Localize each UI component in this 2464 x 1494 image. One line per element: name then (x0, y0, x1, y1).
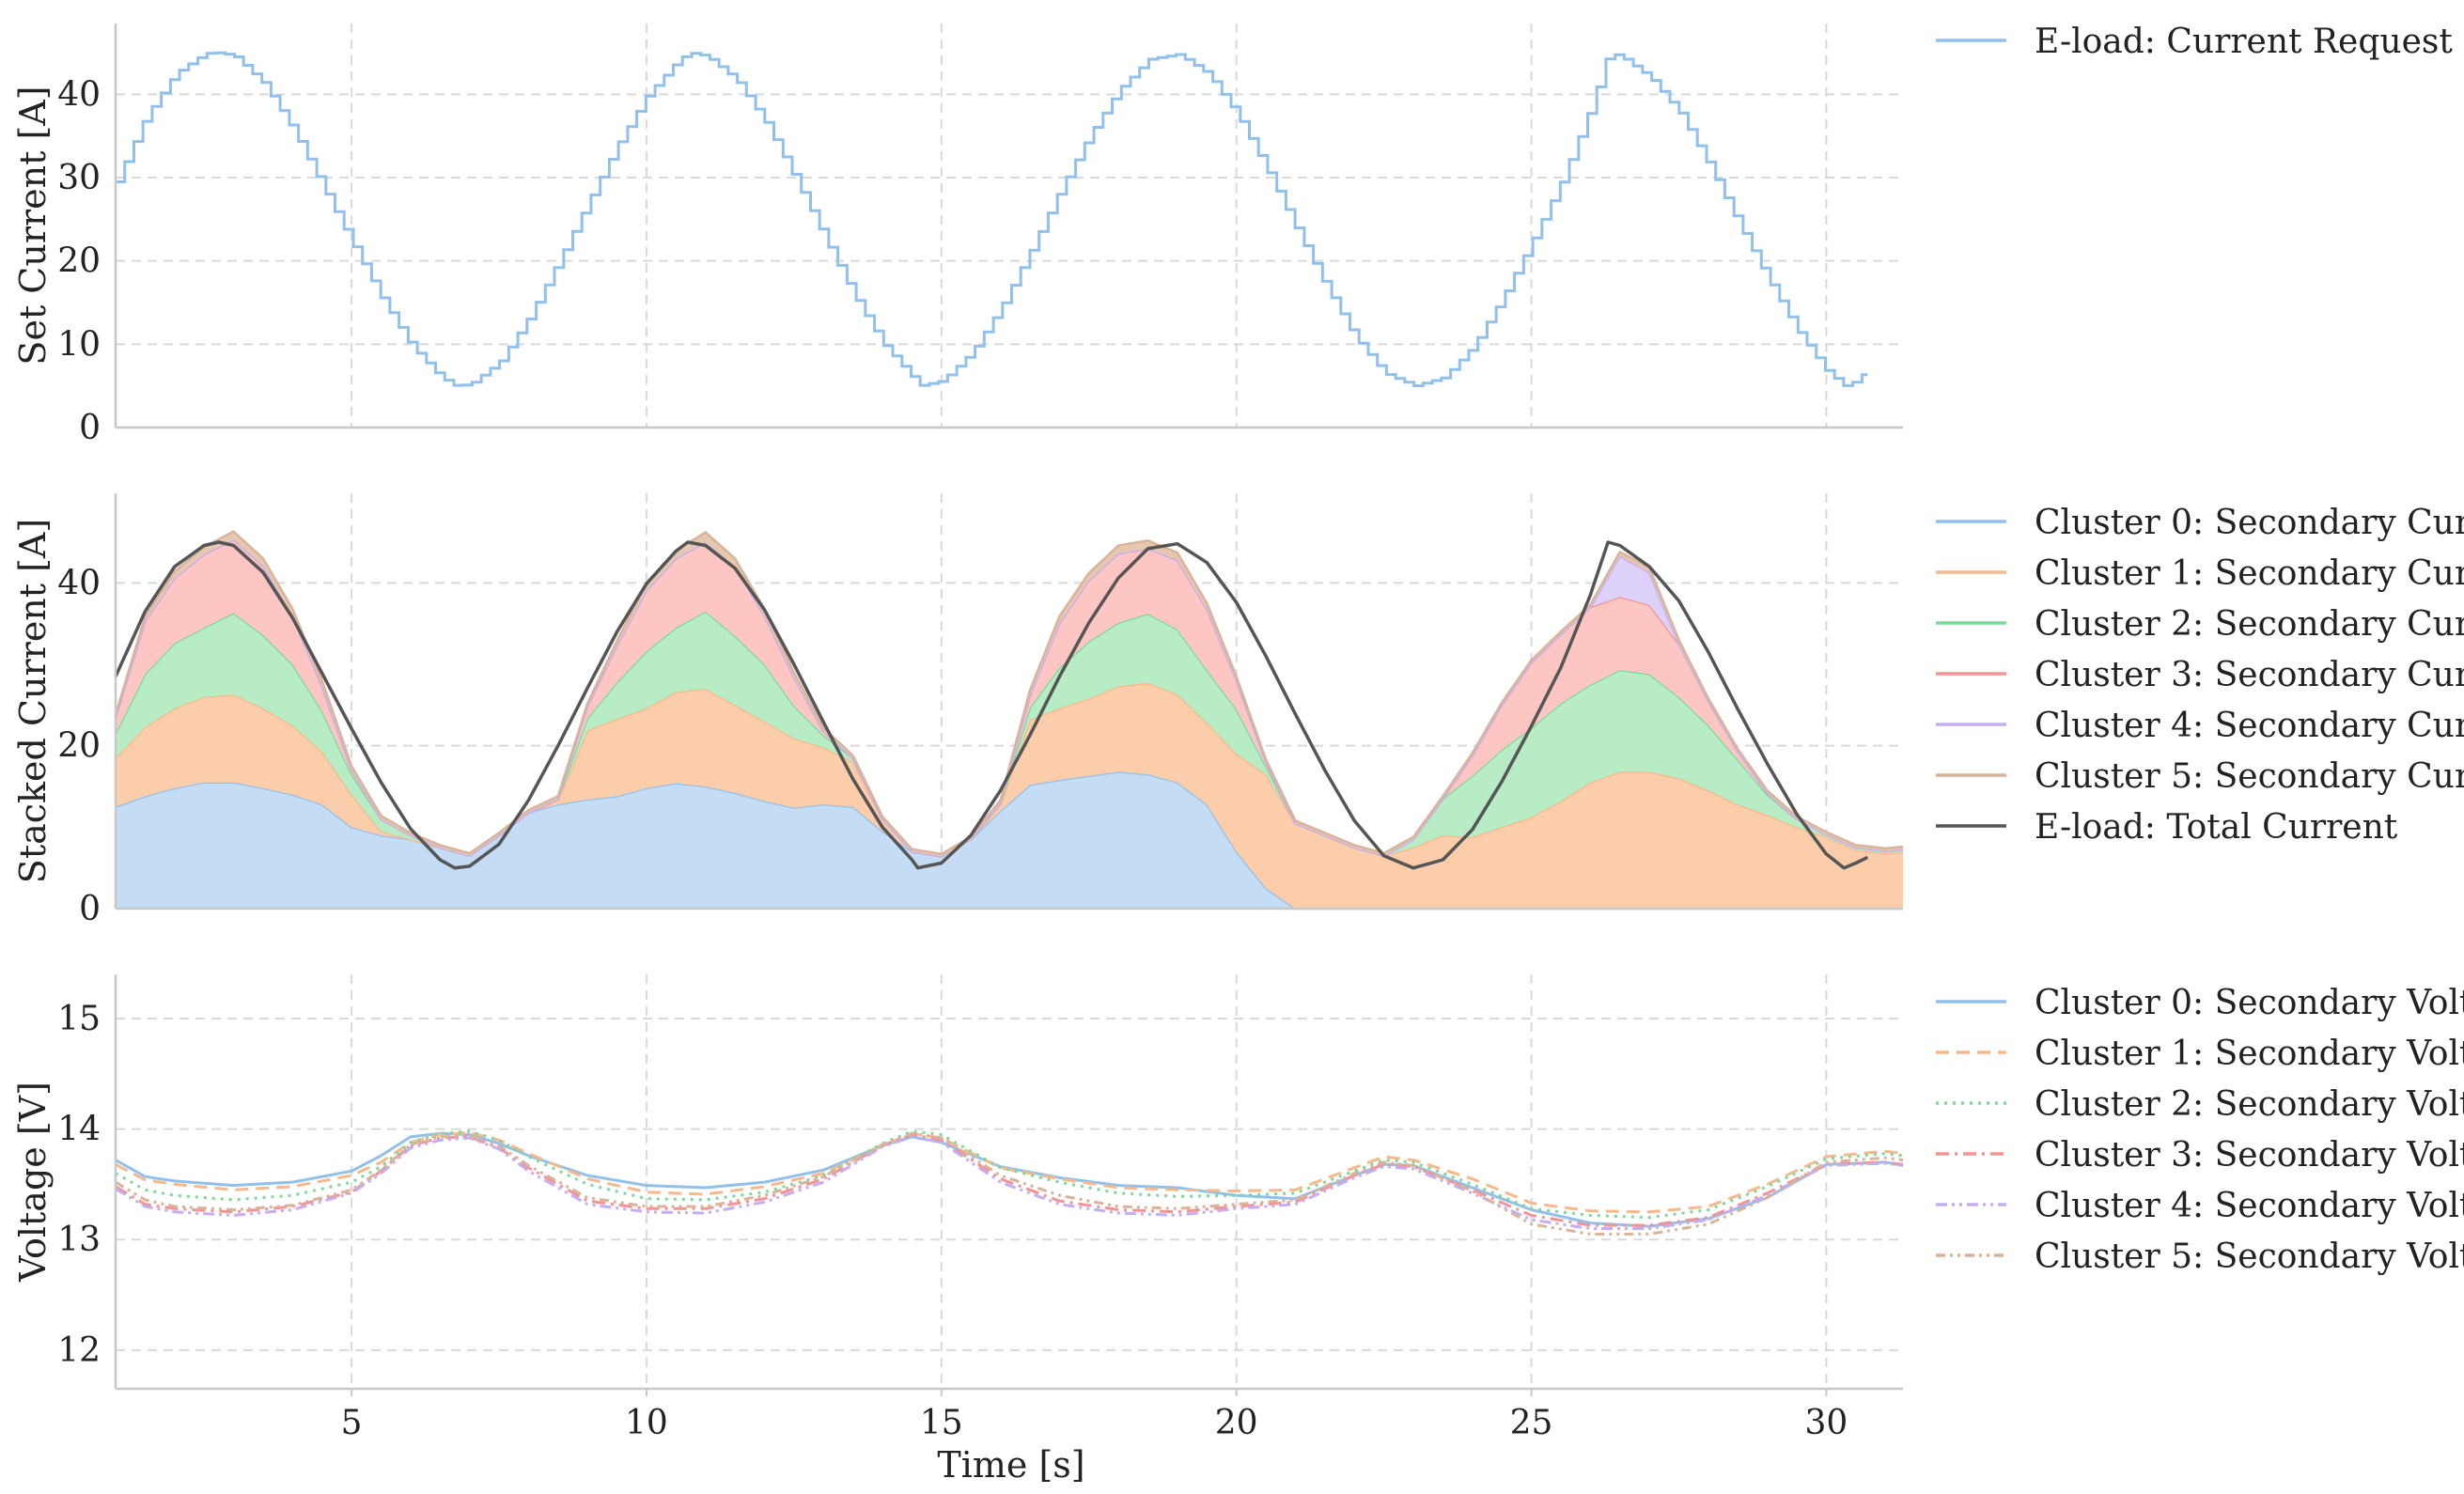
x-tick-label: 15 (920, 1404, 963, 1442)
y-axis-label: Voltage [V] (12, 1082, 54, 1283)
series-line-cluster-4-voltage (115, 1135, 1904, 1230)
x-tick-label: 25 (1510, 1404, 1553, 1442)
x-tick-label: 10 (625, 1404, 668, 1442)
x-tick-label: 5 (341, 1404, 363, 1442)
legend-panel-1: E-load: Current Request (1936, 23, 2453, 61)
legend-panel-2: Cluster 0: Secondary Current Cluster 1: S… (1936, 504, 2464, 847)
legend-entry-label: Cluster 5: Secondary Current (2035, 757, 2464, 796)
series-line-cluster-5-voltage (115, 1131, 1904, 1236)
x-axis-label: Time [s] (937, 1444, 1084, 1486)
legend-panel-3: Cluster 0: Secondary Voltage Cluster 1: S… (1936, 984, 2464, 1276)
y-tick-label: 14 (57, 1111, 101, 1149)
series-line-cluster-1-voltage (115, 1130, 1904, 1214)
legend-entry-label: Cluster 1: Secondary Current (2035, 554, 2464, 593)
legend-entry-label: Cluster 5: Secondary Voltage (2035, 1237, 2464, 1276)
y-tick-label: 30 (57, 159, 101, 197)
legend-entry-label: Cluster 0: Secondary Voltage (2035, 984, 2464, 1022)
panel-3: 12 13 14 15 5 10 15 20 25 30 Time [s] Voltage [V] (12, 974, 1904, 1486)
x-tick-label: 20 (1215, 1404, 1258, 1442)
legend-entry-label: Cluster 2: Secondary Current (2035, 605, 2464, 644)
y-tick-label: 40 (57, 75, 101, 114)
y-tick-label: 0 (79, 409, 101, 447)
legend-entry-label: Cluster 2: Secondary Voltage (2035, 1085, 2464, 1124)
legend-entry-label: Cluster 4: Secondary Voltage (2035, 1187, 2464, 1225)
y-tick-label: 40 (57, 564, 101, 602)
legend-entry-label: Cluster 4: Secondary Current (2035, 707, 2464, 745)
y-tick-label: 20 (57, 727, 101, 766)
y-tick-label: 12 (57, 1331, 101, 1370)
y-tick-label: 15 (57, 1000, 101, 1038)
y-axis-label: Set Current [A] (12, 86, 54, 365)
legend-entry-label: E-load: Current Request (2035, 23, 2453, 61)
legend-entry-label: Cluster 3: Secondary Voltage (2035, 1136, 2464, 1175)
legend-entry-label: Cluster 0: Secondary Current (2035, 504, 2464, 542)
stacked-area-cluster-1 (116, 682, 1903, 909)
series-line-eload-total-current (114, 540, 1869, 870)
series-line-eload-current-request (116, 51, 1868, 387)
y-tick-label: 13 (57, 1221, 101, 1259)
stacked-area-cluster-0 (116, 771, 1903, 909)
y-tick-label: 0 (79, 890, 101, 928)
legend-entry-label: Cluster 3: Secondary Current (2035, 656, 2464, 694)
x-tick-label: 30 (1804, 1404, 1848, 1442)
stacked-area-cluster-2 (116, 611, 1903, 857)
y-tick-label: 10 (57, 325, 101, 364)
legend-entry-label: Cluster 1: Secondary Voltage (2035, 1035, 2464, 1073)
series-line-cluster-2-voltage (115, 1129, 1904, 1220)
y-tick-label: 20 (57, 242, 101, 281)
series-line-cluster-3-voltage (115, 1133, 1904, 1227)
y-axis-label: Stacked Current [A] (12, 519, 54, 883)
legend-entry-label: E-load: Total Current (2035, 808, 2398, 847)
